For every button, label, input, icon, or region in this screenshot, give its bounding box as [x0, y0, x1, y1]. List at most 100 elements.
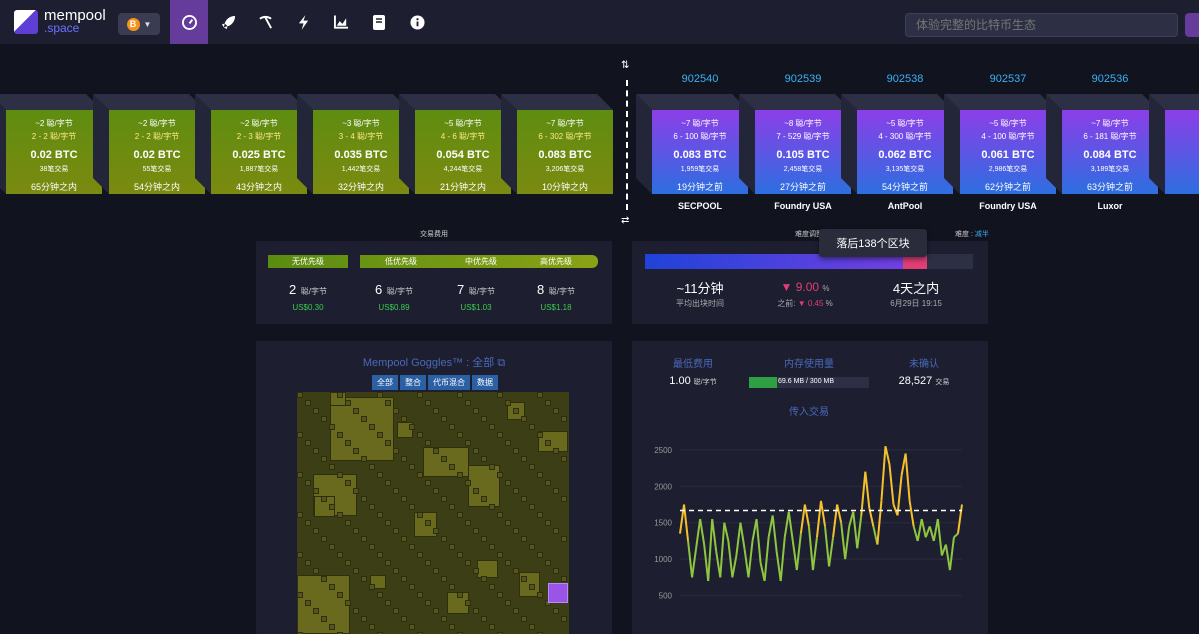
tx-square[interactable]	[465, 600, 471, 606]
tx-square[interactable]	[369, 424, 375, 430]
tx-square[interactable]	[361, 496, 367, 502]
logo[interactable]: mempool .space	[14, 8, 106, 34]
tx-square[interactable]	[465, 480, 471, 486]
pickaxe-icon[interactable]	[246, 0, 284, 44]
tx-square[interactable]	[361, 536, 367, 542]
swap-arrows-icon[interactable]: ⇄	[621, 215, 630, 226]
tx-square[interactable]	[441, 616, 447, 622]
lightning-icon[interactable]	[284, 0, 322, 44]
mined-block[interactable]: ~7 聪/字节 6 - 181 聪/字节 0.084 BTC 3,189笔交易 63分钟…	[1046, 94, 1158, 194]
tx-square[interactable]	[513, 408, 519, 414]
tx-square[interactable]	[297, 632, 303, 634]
tx-square[interactable]	[377, 432, 383, 438]
tx-square[interactable]	[369, 504, 375, 510]
tx-square[interactable]	[297, 392, 303, 398]
tx-square[interactable]	[529, 624, 535, 630]
tx-square[interactable]	[529, 584, 535, 590]
tx-square[interactable]	[313, 528, 319, 534]
mining-pool-label[interactable]: SECPOOL	[677, 201, 722, 211]
tx-square[interactable]	[457, 392, 463, 398]
tx-square[interactable]	[465, 560, 471, 566]
tx-square[interactable]	[329, 544, 335, 550]
tx-square[interactable]	[425, 520, 431, 526]
tx-square[interactable]	[497, 392, 503, 398]
projected-block[interactable]: ~2 聪/字节 2 - 2 聪/字节 0.02 BTC 38笔交易 65分钟之内	[0, 94, 102, 194]
tx-square[interactable]	[473, 408, 479, 414]
tx-square[interactable]	[409, 504, 415, 510]
highlighted-tx-square[interactable]	[548, 583, 568, 603]
tx-square[interactable]	[321, 576, 327, 582]
block-height-link[interactable]: 902537	[989, 73, 1027, 85]
tx-square[interactable]	[441, 536, 447, 542]
tx-square[interactable]	[457, 632, 463, 634]
tx-square[interactable]	[377, 472, 383, 478]
tx-square[interactable]	[297, 472, 303, 478]
tx-square[interactable]	[305, 600, 311, 606]
mined-block[interactable]: ~5 聪/字节 4 - 100 聪/字节 0.061 BTC 2,986笔交易 62分钟…	[944, 94, 1056, 194]
tx-square[interactable]	[481, 536, 487, 542]
tx-square[interactable]	[505, 560, 511, 566]
tx-square[interactable]	[369, 544, 375, 550]
tx-square[interactable]	[521, 496, 527, 502]
tx-square[interactable]	[441, 496, 447, 502]
tx-square[interactable]	[473, 568, 479, 574]
block-height-link[interactable]: 902539	[784, 73, 822, 85]
tx-square[interactable]	[497, 512, 503, 518]
tx-square[interactable]	[313, 488, 319, 494]
tx-square[interactable]	[489, 424, 495, 430]
goggles-title[interactable]: Mempool Goggles™ : 全部 ⧉	[362, 357, 506, 369]
tx-square[interactable]	[297, 592, 303, 598]
mining-pool-label[interactable]: Foundry USA	[979, 201, 1037, 211]
tx-square[interactable]	[417, 392, 423, 398]
tx-square[interactable]	[505, 480, 511, 486]
tx-square[interactable]	[385, 520, 391, 526]
tx-square[interactable]	[313, 608, 319, 614]
goggles-tab-data[interactable]: 数据	[472, 375, 498, 390]
tx-square[interactable]	[297, 432, 303, 438]
tx-square[interactable]	[489, 544, 495, 550]
chart-icon[interactable]	[322, 0, 360, 44]
tx-square[interactable]	[497, 552, 503, 558]
mined-block[interactable]: ~8 聪/字节 7 - 529 聪/字节 0.105 BTC 2,458笔交易 27分钟…	[739, 94, 851, 194]
tx-square[interactable]	[361, 456, 367, 462]
mining-pool-label[interactable]: Foundry USA	[774, 201, 832, 211]
tx-square[interactable]	[513, 568, 519, 574]
tx-square[interactable]	[513, 528, 519, 534]
tx-square[interactable]	[545, 520, 551, 526]
tx-square[interactable]	[401, 536, 407, 542]
tx-square[interactable]	[337, 632, 343, 634]
tx-square[interactable]	[537, 392, 543, 398]
tx-square[interactable]	[553, 568, 559, 574]
tx-square[interactable]	[401, 416, 407, 422]
tx-square[interactable]	[330, 397, 394, 461]
goggles-tab-all[interactable]: 全部	[372, 375, 398, 390]
block-height-link[interactable]: 902536	[1091, 73, 1129, 85]
tx-square[interactable]	[425, 600, 431, 606]
tx-square[interactable]	[481, 416, 487, 422]
tx-square[interactable]	[449, 464, 455, 470]
tx-square[interactable]	[441, 456, 447, 462]
projected-block[interactable]: ~2 聪/字节 2 - 2 聪/字节 0.02 BTC 55笔交易 54分钟之内	[93, 94, 205, 194]
tx-square[interactable]	[529, 464, 535, 470]
tx-square[interactable]	[425, 400, 431, 406]
tx-square[interactable]	[545, 400, 551, 406]
tx-square[interactable]	[361, 416, 367, 422]
tx-square[interactable]	[329, 464, 335, 470]
tx-square[interactable]	[505, 520, 511, 526]
tx-square[interactable]	[409, 544, 415, 550]
tx-square[interactable]	[401, 576, 407, 582]
tx-square[interactable]	[401, 496, 407, 502]
info-icon[interactable]	[398, 0, 436, 44]
tx-square[interactable]	[305, 480, 311, 486]
tx-square[interactable]	[377, 632, 383, 634]
tx-square[interactable]	[449, 624, 455, 630]
block-height-link[interactable]: 902540	[681, 73, 719, 85]
tx-square[interactable]	[465, 440, 471, 446]
tx-square[interactable]	[353, 528, 359, 534]
tx-square[interactable]	[489, 464, 495, 470]
tx-square[interactable]	[537, 552, 543, 558]
tx-square[interactable]	[513, 488, 519, 494]
tx-square[interactable]	[545, 560, 551, 566]
tx-square[interactable]	[409, 584, 415, 590]
tx-square[interactable]	[305, 560, 311, 566]
